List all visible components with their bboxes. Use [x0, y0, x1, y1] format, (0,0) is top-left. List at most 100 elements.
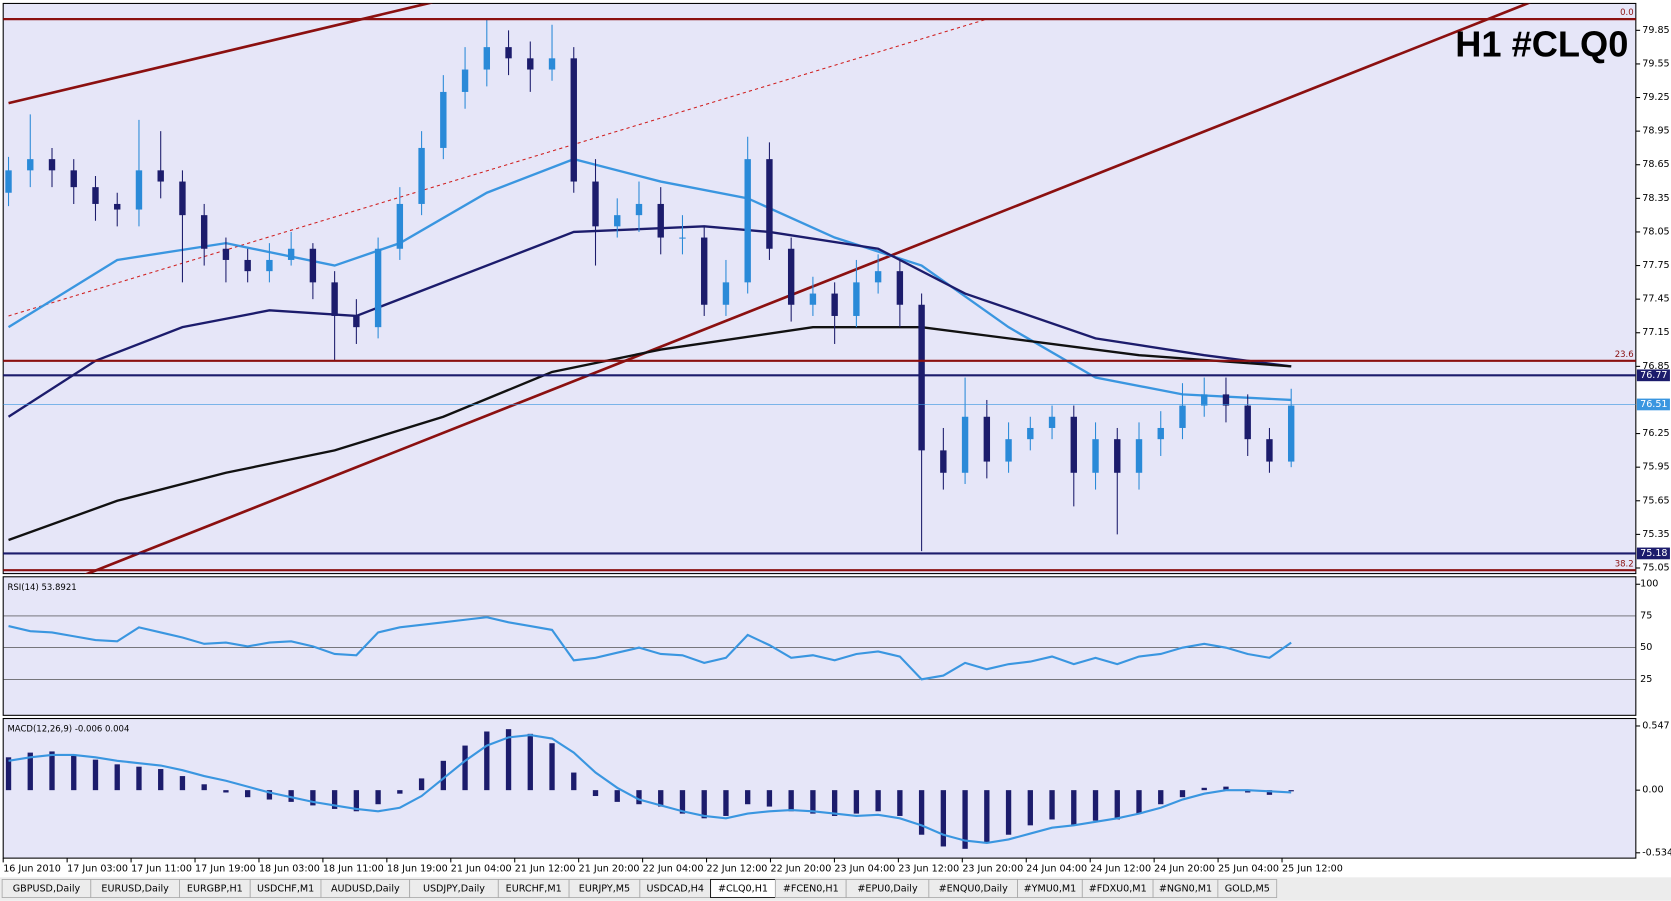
trendline	[8, 18, 987, 317]
y-tick-label: 76.85	[1642, 361, 1669, 372]
tab-label[interactable]: GOLD,M5	[1225, 884, 1270, 895]
macd-title: MACD(12,26,9) -0.006 0.004	[7, 725, 129, 735]
tab[interactable]	[1217, 879, 1278, 898]
y-tick-label: 0.00	[1642, 785, 1663, 796]
tab-label[interactable]: USDCAD,H4	[647, 884, 704, 895]
price-label: 76.77	[1640, 370, 1667, 381]
macd-bar	[310, 790, 316, 806]
y-tick-label: 78.05	[1642, 226, 1669, 237]
macd-bar	[810, 790, 816, 814]
y-tick-label: 79.25	[1642, 92, 1669, 103]
candle-body	[548, 58, 556, 70]
macd-bar	[549, 743, 555, 791]
macd-bar	[266, 790, 273, 800]
macd-bar	[71, 754, 77, 791]
candle-body	[1266, 439, 1273, 462]
tab-label[interactable]: EURUSD,Daily	[101, 884, 169, 895]
candle-body	[114, 203, 121, 210]
x-tick-label: 24 Jun 04:00	[1026, 863, 1087, 874]
macd-bar	[1288, 790, 1294, 792]
candle-body	[244, 259, 251, 272]
tab-label[interactable]: #NGN0,M1	[1159, 884, 1212, 895]
macd-bar	[962, 790, 968, 849]
y-tick-label: 75	[1640, 610, 1652, 621]
x-tick-label: 24 Jun 20:00	[1154, 863, 1215, 874]
macd-bar	[1179, 790, 1186, 798]
candle-body	[1179, 405, 1186, 428]
tab-label[interactable]: #CLQ0,H1	[718, 884, 768, 895]
macd-bar	[505, 729, 512, 791]
y-tick-label: 78.35	[1642, 193, 1669, 204]
x-tick-label: 16 Jun 2010	[3, 863, 61, 874]
candle-body	[570, 58, 577, 182]
candle-body	[1222, 394, 1230, 406]
candle-body	[874, 271, 882, 283]
macd-bar	[723, 790, 729, 816]
candle-body	[679, 237, 686, 239]
candle-body	[70, 170, 77, 188]
price-label: 76.51	[1640, 399, 1667, 410]
tab-label[interactable]: #EPU0,Daily	[857, 884, 918, 895]
tab-label[interactable]: AUDUSD,Daily	[331, 884, 400, 895]
macd-bar	[1027, 790, 1033, 826]
macd-bar	[1266, 790, 1273, 795]
x-tick-label: 21 Jun 04:00	[451, 863, 512, 874]
tab-label[interactable]: EURCHF,M1	[506, 884, 562, 895]
y-tick-label: 76.25	[1642, 428, 1669, 439]
x-tick-label: 17 Jun 11:00	[131, 863, 192, 874]
candle-body	[1070, 416, 1077, 473]
tab-label[interactable]: #FDXU0,M1	[1089, 884, 1147, 895]
candle-body	[179, 181, 186, 216]
tab-label[interactable]: USDJPY,Daily	[423, 884, 485, 895]
y-tick-label: 77.75	[1642, 260, 1669, 271]
macd-bar	[658, 790, 664, 807]
tab-label[interactable]: USDCHF,M1	[257, 884, 314, 895]
candle-body	[418, 147, 425, 204]
tab-label[interactable]: #FCEN0,H1	[783, 884, 839, 895]
tab-label[interactable]: #ENQU0,Daily	[939, 884, 1008, 895]
macd-bar	[1223, 786, 1229, 791]
tab-label[interactable]: GBPUSD,Daily	[13, 884, 81, 895]
macd-bar	[853, 790, 860, 814]
x-tick-label: 18 Jun 03:00	[259, 863, 320, 874]
price-label-box	[1636, 398, 1670, 411]
y-tick-label: 75.35	[1642, 529, 1669, 540]
candle-body	[940, 450, 947, 473]
x-tick-label: 25 Jun 12:00	[1282, 863, 1343, 874]
candle-body	[1027, 427, 1034, 440]
candle-body	[309, 248, 317, 283]
tab-label[interactable]: EURGBP,H1	[187, 884, 243, 895]
y-tick-label: 75.65	[1642, 495, 1669, 506]
x-tick-label: 22 Jun 20:00	[770, 863, 831, 874]
fib-label: 0.0	[1620, 8, 1634, 18]
candle-body	[135, 170, 143, 210]
candle-body	[353, 315, 360, 328]
macd-bar	[397, 790, 403, 794]
tab-label[interactable]: #YMU0,M1	[1024, 884, 1077, 895]
x-tick-label: 25 Jun 04:00	[1218, 863, 1279, 874]
candle-body	[701, 237, 708, 305]
candle-body	[1048, 416, 1056, 428]
macd-bar	[875, 790, 881, 812]
macd-bar	[788, 790, 794, 812]
macd-bar	[440, 760, 446, 791]
macd-bar	[1245, 790, 1251, 793]
rsi-line	[8, 616, 1292, 681]
macd-bar	[136, 766, 142, 791]
y-tick-label: 77.15	[1642, 327, 1669, 338]
candle-body	[440, 91, 447, 148]
macd-bar	[1005, 790, 1012, 835]
macd-bar	[179, 776, 186, 791]
candle-body	[787, 248, 795, 305]
macd-bar	[679, 790, 686, 814]
tab-label[interactable]: EURJPY,M5	[579, 884, 630, 895]
candle-body	[896, 271, 904, 305]
overlay: 75.05 75.35 75.65 75.95 76.25 76.85 77.15 77.45…	[1, 8, 1671, 898]
candle-body	[200, 215, 208, 249]
candle-body	[1092, 439, 1099, 473]
macd-bar	[201, 784, 207, 791]
candle-body	[853, 282, 860, 316]
x-tick-label: 23 Jun 20:00	[962, 863, 1023, 874]
candle-body	[1114, 439, 1121, 473]
